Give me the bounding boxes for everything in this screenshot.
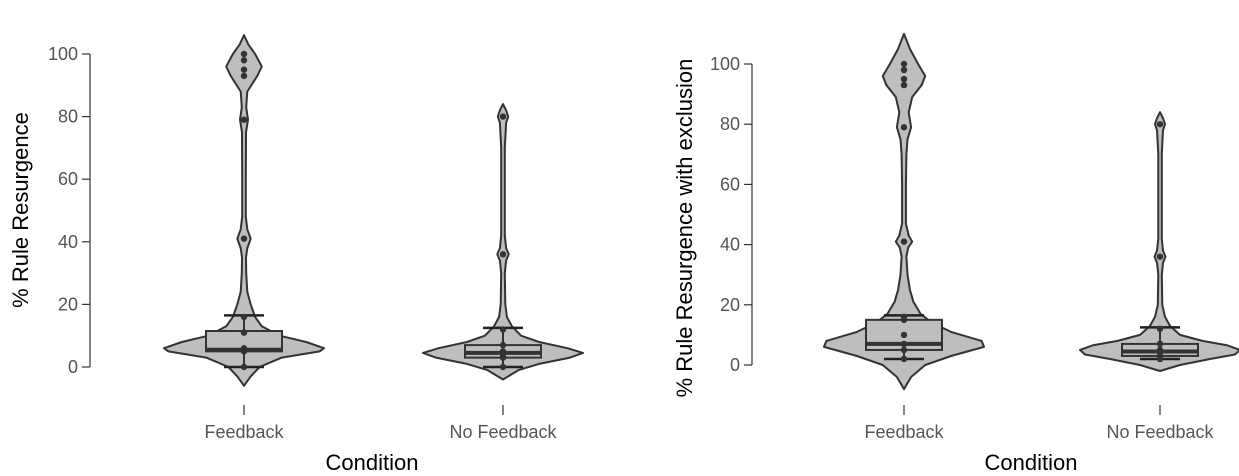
data-point [240, 363, 248, 371]
y-tick-label: 0 [68, 357, 78, 377]
x-tick-label: No Feedback [1106, 422, 1214, 442]
data-point [900, 340, 908, 348]
y-tick-label: 60 [58, 169, 78, 189]
data-point [499, 251, 507, 258]
y-tick-label: 20 [720, 295, 740, 315]
data-point [499, 113, 507, 120]
data-point [900, 238, 908, 245]
left-violin-panel: 0 20 40 60 80 100 % Rule Resurgence Condition Fe… [8, 34, 584, 475]
right-violin-panel: 0 20 40 60 80 100 % Rule Resurgence with exclu… [672, 32, 1239, 475]
data-point [499, 341, 507, 349]
data-point [240, 72, 248, 80]
data-point [240, 50, 248, 58]
data-point [240, 329, 248, 336]
data-point [499, 348, 507, 355]
data-point [240, 66, 248, 73]
y-axis-title: % Rule Resurgence [8, 112, 33, 308]
y-axis-title: % Rule Resurgence with exclusion [672, 59, 697, 398]
y-tick-label: 80 [58, 107, 78, 127]
y-tick-label: 40 [720, 235, 740, 255]
violin-shape [422, 103, 584, 381]
y-tick-label: 40 [58, 232, 78, 252]
data-point [240, 57, 248, 64]
y-tick-label: 100 [710, 54, 740, 74]
data-point [240, 116, 248, 123]
data-point [1156, 253, 1164, 260]
data-point [900, 81, 908, 89]
data-point [1156, 325, 1164, 333]
data-point [1156, 346, 1164, 354]
data-point [900, 346, 908, 354]
y-tick-label: 80 [720, 114, 740, 134]
y-tick-label: 60 [720, 174, 740, 194]
data-point [240, 345, 248, 352]
data-point [900, 75, 908, 83]
data-point [240, 235, 248, 242]
data-point [240, 313, 248, 321]
data-point [499, 363, 507, 371]
violin-shape [823, 32, 985, 391]
data-point [900, 66, 908, 74]
x-axis-title: Condition [985, 450, 1078, 475]
violin-shape [1079, 111, 1239, 372]
x-axis-title: Condition [326, 450, 419, 475]
data-point [900, 313, 908, 321]
data-point [900, 331, 908, 339]
y-tick-label: 20 [58, 294, 78, 314]
data-point [900, 60, 908, 68]
data-point [1156, 121, 1164, 128]
x-tick-label: No Feedback [449, 422, 557, 442]
y-tick-label: 100 [48, 44, 78, 64]
data-point [900, 124, 908, 131]
x-tick-label: Feedback [204, 422, 284, 442]
x-tick-label: Feedback [864, 422, 944, 442]
violin-shape [163, 34, 325, 387]
data-point [1156, 340, 1164, 348]
y-tick-label: 0 [730, 355, 740, 375]
data-point [499, 326, 507, 333]
data-point [900, 355, 908, 363]
